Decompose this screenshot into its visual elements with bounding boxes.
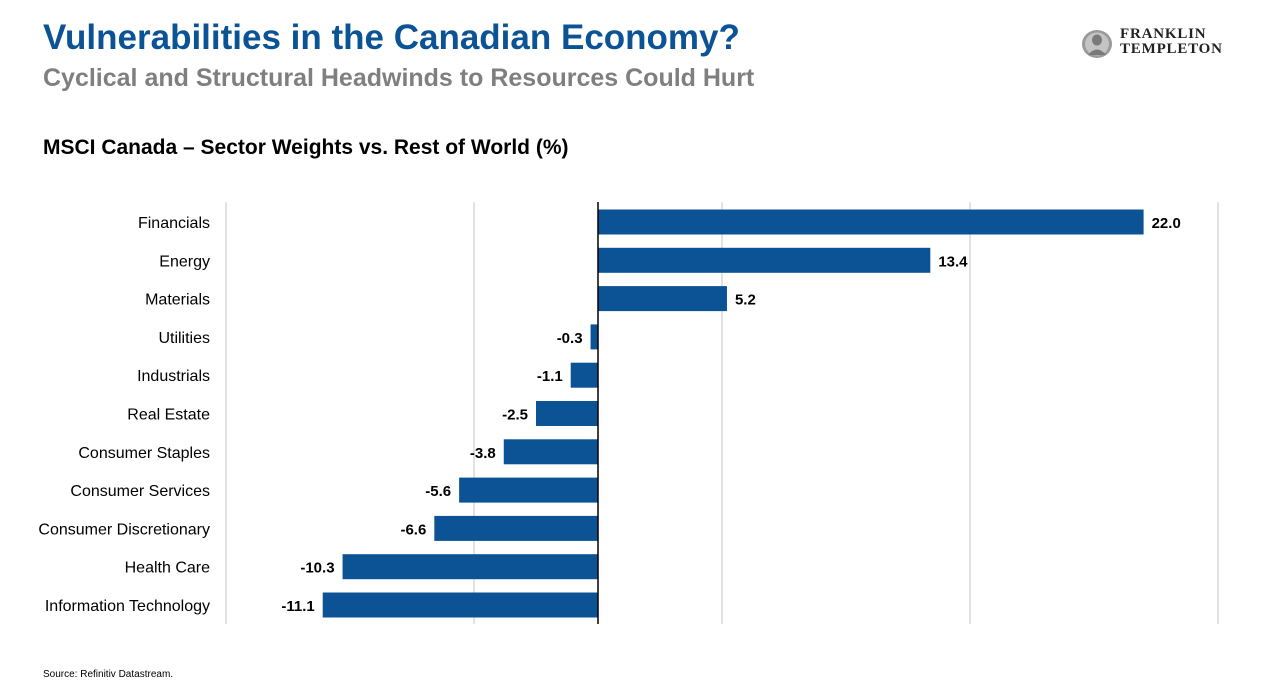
category-label: Health Care [125,560,210,577]
category-label: Consumer Discretionary [38,521,210,538]
bar-financials [598,209,1144,235]
bar-industrials [570,362,598,388]
value-label: -5.6 [425,483,451,500]
category-label: Information Technology [45,598,210,615]
category-label: Materials [145,292,210,309]
category-label: Energy [159,253,210,270]
bar-consumer-services [459,477,598,503]
bar-information-technology [322,592,598,618]
value-label: 22.0 [1152,215,1181,232]
value-label: -1.1 [537,368,563,385]
value-label: -11.1 [281,598,314,615]
value-label: -6.6 [400,521,426,538]
bar-real-estate [536,401,598,426]
bar-materials [598,286,727,312]
franklin-portrait-icon [1082,30,1112,58]
logo-line-1: FRANKLIN [1120,26,1207,42]
value-label: -2.5 [502,407,528,424]
bar-consumer-staples [503,439,598,465]
category-label: Consumer Staples [78,445,210,462]
category-label: Real Estate [127,407,210,424]
source-note: Source: Refinitiv Datastream. [43,669,174,680]
value-label: -3.8 [470,445,496,462]
value-label: -0.3 [557,330,583,347]
value-label: 13.4 [938,253,968,270]
page-title: Vulnerabilities in the Canadian Economy? [43,18,740,57]
bar-health-care [342,554,598,580]
value-label: -10.3 [300,560,334,577]
category-label: Consumer Services [70,483,210,500]
category-label: Utilities [158,330,210,347]
chart-heading: MSCI Canada – Sector Weights vs. Rest of… [43,136,569,159]
bar-energy [598,247,931,273]
bar-consumer-discretionary [434,515,598,541]
franklin-templeton-logo: FRANKLIN TEMPLETON [1080,27,1230,61]
bar-utilities [590,324,598,350]
value-label: 5.2 [735,292,756,309]
logo-line-2: TEMPLETON [1120,41,1223,57]
page-subtitle: Cyclical and Structural Headwinds to Res… [43,64,755,92]
category-label: Industrials [137,368,210,385]
category-label: Financials [138,215,210,232]
